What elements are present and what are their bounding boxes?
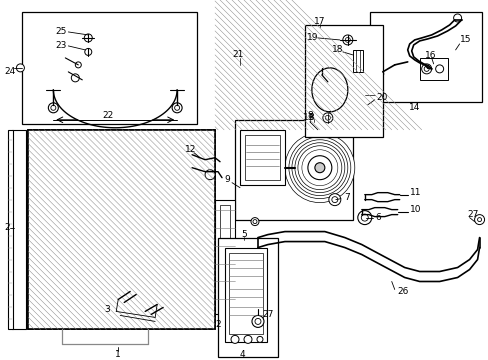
Text: 16: 16 xyxy=(424,51,435,60)
Bar xyxy=(8,130,13,329)
Circle shape xyxy=(257,336,263,342)
Circle shape xyxy=(421,64,431,74)
Text: 2: 2 xyxy=(215,320,220,329)
Text: 15: 15 xyxy=(459,35,470,44)
Text: 8: 8 xyxy=(307,113,313,122)
Circle shape xyxy=(474,215,484,225)
Text: 18: 18 xyxy=(331,45,343,54)
Circle shape xyxy=(51,105,56,110)
Circle shape xyxy=(252,220,257,224)
Bar xyxy=(215,200,235,314)
Text: 11: 11 xyxy=(409,188,420,197)
Bar xyxy=(244,135,279,180)
Circle shape xyxy=(48,103,58,113)
Circle shape xyxy=(172,103,182,113)
Bar xyxy=(240,130,285,185)
Bar xyxy=(220,204,229,310)
Circle shape xyxy=(251,315,264,327)
Text: 13: 13 xyxy=(302,113,314,122)
Circle shape xyxy=(357,211,371,225)
Circle shape xyxy=(345,37,349,42)
Circle shape xyxy=(294,143,344,193)
Bar xyxy=(224,248,266,342)
Circle shape xyxy=(285,133,354,203)
Circle shape xyxy=(328,194,340,206)
Circle shape xyxy=(17,64,24,72)
Circle shape xyxy=(288,137,350,199)
Text: 1: 1 xyxy=(115,350,121,359)
Bar xyxy=(12,130,26,329)
Text: 8: 8 xyxy=(306,111,312,120)
Circle shape xyxy=(297,146,341,190)
Circle shape xyxy=(71,74,79,82)
Text: 24: 24 xyxy=(4,67,16,76)
Bar xyxy=(352,50,362,72)
Circle shape xyxy=(342,35,352,45)
Text: 22: 22 xyxy=(102,111,114,120)
Text: 21: 21 xyxy=(231,50,243,59)
Bar xyxy=(22,12,197,124)
Circle shape xyxy=(244,336,251,343)
Circle shape xyxy=(301,150,337,186)
Circle shape xyxy=(84,48,92,55)
Circle shape xyxy=(477,217,481,222)
Text: 19: 19 xyxy=(306,33,318,42)
Bar xyxy=(228,253,263,334)
Circle shape xyxy=(322,113,332,123)
Text: 27: 27 xyxy=(467,210,478,219)
Bar xyxy=(369,12,481,102)
Bar xyxy=(304,25,382,137)
Circle shape xyxy=(325,115,330,120)
Text: 9: 9 xyxy=(224,175,229,184)
Text: 25: 25 xyxy=(55,27,66,36)
Text: 6: 6 xyxy=(375,213,381,222)
Circle shape xyxy=(75,62,81,68)
Circle shape xyxy=(254,319,261,324)
Circle shape xyxy=(250,217,259,226)
Text: 20: 20 xyxy=(376,93,387,102)
Text: 17: 17 xyxy=(313,18,325,27)
Bar xyxy=(419,58,447,80)
Text: 23: 23 xyxy=(55,41,66,50)
Circle shape xyxy=(453,14,461,22)
Bar xyxy=(28,130,215,329)
Text: 3: 3 xyxy=(104,305,110,314)
Circle shape xyxy=(291,140,347,195)
Circle shape xyxy=(307,156,331,180)
Text: 2: 2 xyxy=(4,223,10,232)
Text: 14: 14 xyxy=(408,103,420,112)
Circle shape xyxy=(377,72,381,76)
Text: 5: 5 xyxy=(241,230,246,239)
Circle shape xyxy=(361,214,367,221)
Text: 26: 26 xyxy=(397,287,408,296)
Text: 27: 27 xyxy=(262,310,273,319)
Bar xyxy=(218,238,277,357)
Text: 7: 7 xyxy=(343,193,349,202)
Circle shape xyxy=(331,197,337,203)
Bar xyxy=(28,130,215,329)
Circle shape xyxy=(84,34,92,42)
Circle shape xyxy=(204,170,215,180)
Text: 12: 12 xyxy=(185,145,196,154)
Circle shape xyxy=(435,65,443,73)
Bar xyxy=(235,120,352,220)
Circle shape xyxy=(230,336,239,343)
Circle shape xyxy=(375,70,383,78)
Circle shape xyxy=(314,163,324,173)
Circle shape xyxy=(174,105,179,110)
Text: 4: 4 xyxy=(239,350,244,359)
Text: 10: 10 xyxy=(409,205,420,214)
Circle shape xyxy=(423,66,428,71)
